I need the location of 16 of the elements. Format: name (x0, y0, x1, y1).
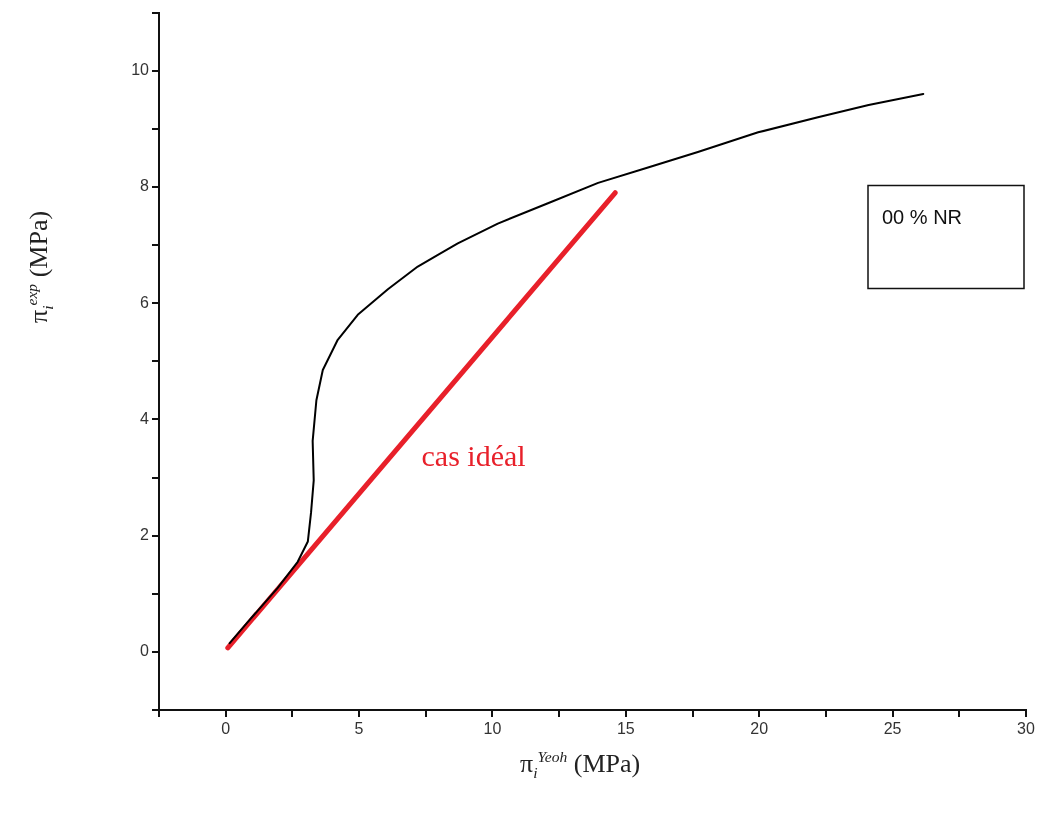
x-tick-label: 0 (221, 720, 231, 738)
y-tick-label: 6 (140, 293, 150, 311)
x-tick-label: 30 (1017, 720, 1035, 738)
x-tick-label: 25 (883, 720, 902, 738)
x-tick-label: 20 (750, 720, 769, 738)
x-tick-label: 10 (483, 720, 502, 738)
y-tick-label: 10 (131, 61, 150, 79)
y-tick-label: 0 (140, 642, 150, 660)
x-tick-label: 15 (616, 720, 635, 738)
y-tick-label: 8 (140, 177, 150, 195)
y-tick-label: 4 (140, 409, 150, 427)
x-tick-label: 5 (354, 720, 364, 738)
annotation: 00 % NR (882, 206, 963, 229)
series-label: cas idéal (421, 439, 526, 473)
y-tick-label: 2 (140, 526, 150, 544)
x-axis-title: π$_{i}$$^{Yeoh}$ (MPa) (520, 748, 641, 782)
